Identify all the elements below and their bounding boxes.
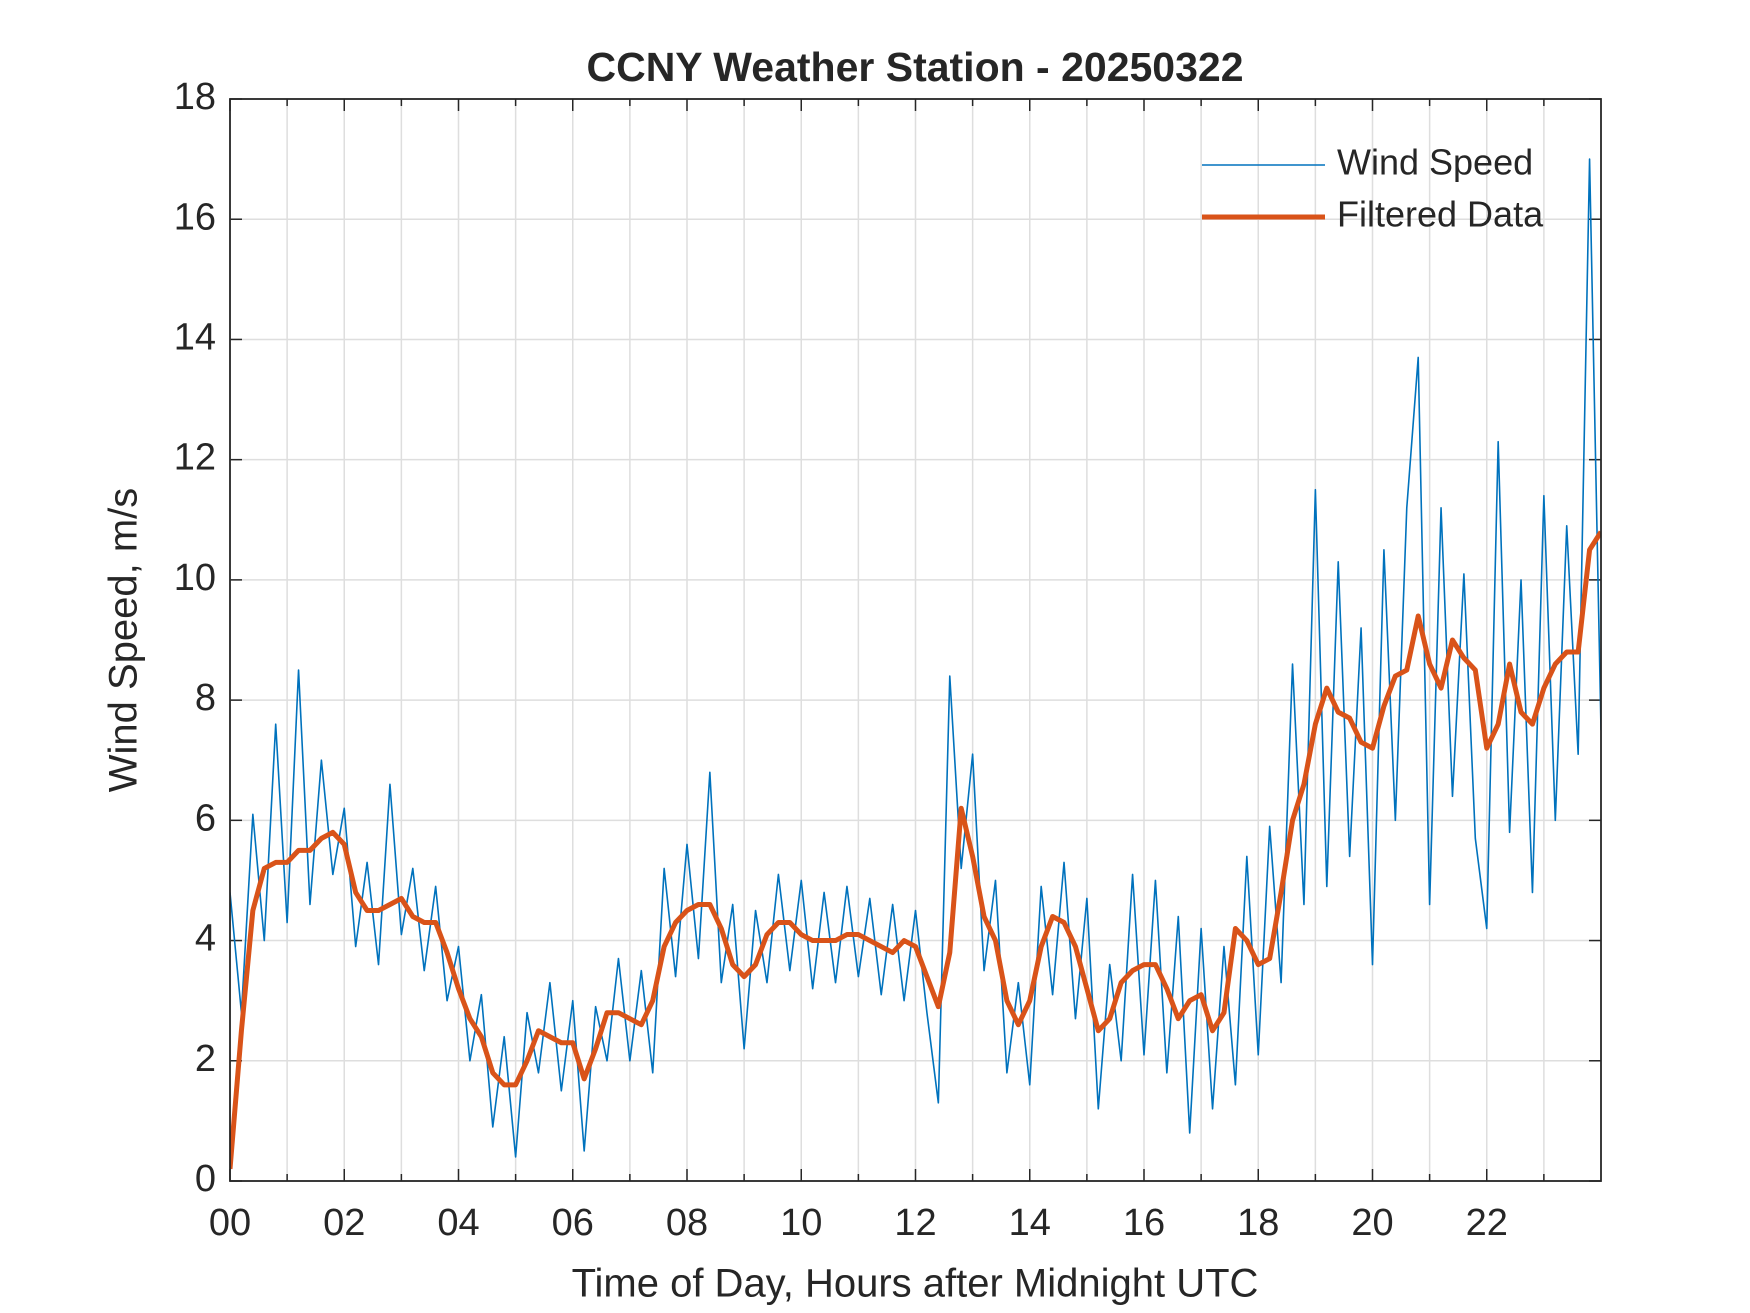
x-tick-label: 00 <box>209 1202 251 1244</box>
legend-label: Filtered Data <box>1337 194 1544 235</box>
y-tick-label: 14 <box>174 316 216 358</box>
plot-frame <box>229 98 1602 1182</box>
legend-label: Wind Speed <box>1337 142 1533 183</box>
y-tick-label: 4 <box>195 918 216 960</box>
chart-title: CCNY Weather Station - 20250322 <box>586 44 1243 90</box>
x-tick-label: 10 <box>780 1202 822 1244</box>
x-tick-label: 04 <box>437 1202 479 1244</box>
y-axis-label: Wind Speed, m/s <box>102 488 146 793</box>
y-tick-label: 0 <box>195 1158 216 1200</box>
y-tick-label: 18 <box>174 76 216 118</box>
data-line <box>230 158 1601 1158</box>
x-tick-label: 20 <box>1351 1202 1393 1244</box>
x-axis-label: Time of Day, Hours after Midnight UTC <box>572 1262 1259 1306</box>
y-tick-label: 8 <box>195 677 216 719</box>
y-tick-label: 6 <box>195 797 216 839</box>
x-tick-label: 06 <box>552 1202 594 1244</box>
x-tick-label: 12 <box>894 1202 936 1244</box>
x-tick-label: 22 <box>1466 1202 1508 1244</box>
x-tick-label: 18 <box>1237 1202 1279 1244</box>
data-line <box>230 530 1601 1170</box>
x-tick-label: 02 <box>323 1202 365 1244</box>
x-tick-label: 14 <box>1009 1202 1051 1244</box>
x-tick-label: 08 <box>666 1202 708 1244</box>
y-tick-label: 16 <box>174 196 216 238</box>
x-tick-label: 16 <box>1123 1202 1165 1244</box>
y-tick-label: 2 <box>195 1038 216 1080</box>
y-tick-label: 12 <box>174 437 216 479</box>
y-tick-label: 10 <box>174 557 216 599</box>
